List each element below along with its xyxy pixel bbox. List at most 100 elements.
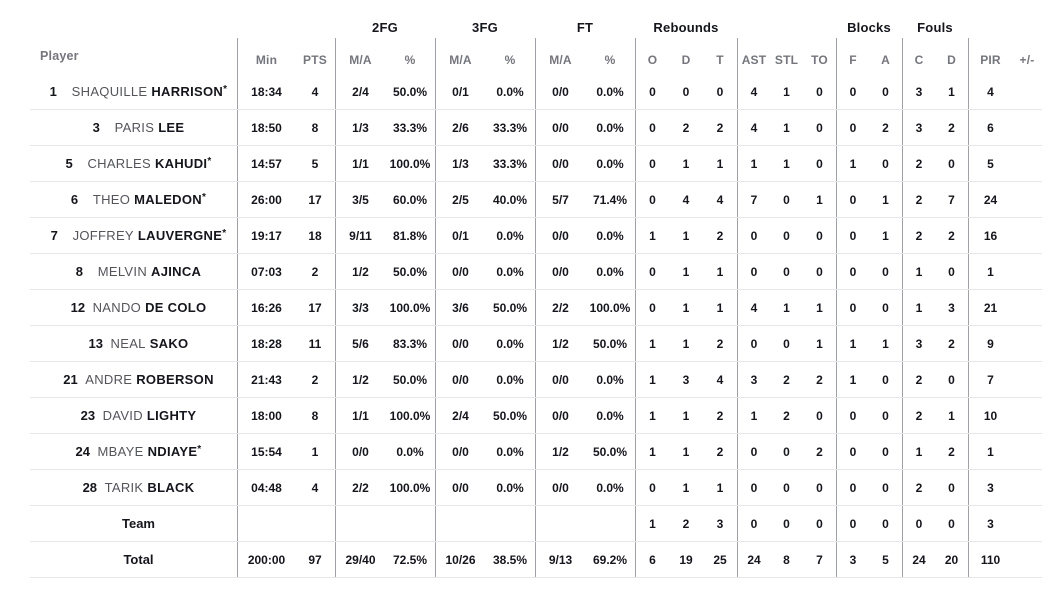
column-header-pir: PIR	[968, 38, 1012, 74]
column-header-plusminus: +/-	[1019, 53, 1035, 67]
player-first-name: NANDO	[92, 300, 142, 315]
cell-stl: 0	[783, 480, 790, 495]
starter-asterisk: *	[197, 444, 202, 455]
cell-2fg-ma: 1/1	[335, 146, 385, 181]
cell-plusminus	[1012, 290, 1042, 325]
cell-pts	[295, 506, 335, 541]
cell-block-a: 0	[882, 156, 889, 171]
cell-plusminus	[1012, 470, 1042, 505]
cell-reb-t: 0	[716, 84, 724, 99]
cell-reb-d: 1	[682, 336, 690, 351]
cell-stl: 2	[783, 372, 790, 387]
cell-foul-d: 2	[948, 120, 955, 135]
cell-ast: 0	[737, 218, 770, 253]
cell-block-a: 0	[882, 516, 889, 531]
column-header-block-a: A	[881, 53, 890, 67]
cell-ast: 0	[737, 470, 770, 505]
column-header-player: Player	[40, 49, 79, 63]
player-number: 7	[50, 228, 58, 243]
cell-reb-t: 2	[716, 444, 724, 459]
cell-ast: 3	[737, 362, 770, 397]
cell-3fg-pct: 50.0%	[492, 300, 528, 315]
player-number: 1	[49, 84, 57, 99]
column-header-to: TO	[811, 53, 828, 67]
cell-stl: 0	[783, 264, 790, 279]
cell-ft-ma: 0/0	[535, 218, 585, 253]
cell-pts: 4	[311, 84, 319, 99]
player-row: 3 PARIS LEE 18:50 8 1/3 33.3% 2/6 33.3% 0…	[30, 110, 1042, 146]
cell-2fg-pct: 100.0%	[389, 480, 431, 495]
cell-reb-o: 6	[635, 542, 669, 577]
player-name: TARIK BLACK	[105, 480, 195, 495]
cell-to: 2	[816, 372, 823, 387]
cell-block-f: 0	[836, 398, 869, 433]
player-first-name: MELVIN	[97, 264, 148, 279]
player-cell: 12 NANDO DE COLO	[30, 290, 237, 325]
player-row: 6 THEO MALEDON* 26:00 17 3/5 60.0% 2/5 40…	[30, 182, 1042, 218]
column-header-3fg-ma: M/A	[435, 38, 485, 74]
cell-reb-o: 1	[635, 218, 669, 253]
cell-ft-ma: 5/7	[535, 182, 585, 217]
cell-ast: 0	[737, 506, 770, 541]
cell-ft-pct: 100.0%	[589, 300, 631, 315]
player-cell: 21 ANDRE ROBERSON	[30, 362, 237, 397]
cell-pts: 11	[308, 336, 322, 351]
cell-block-f: 0	[836, 74, 869, 109]
cell-2fg-pct: 60.0%	[392, 192, 428, 207]
player-cell: 5 CHARLES KAHUDI*	[30, 146, 237, 181]
cell-3fg-ma: 0/0	[435, 434, 485, 469]
player-row: 23 DAVID LIGHTY 18:00 8 1/1 100.0% 2/4 50…	[30, 398, 1042, 434]
cell-to: 0	[816, 480, 823, 495]
cell-to: 0	[816, 264, 823, 279]
cell-foul-c: 3	[902, 74, 935, 109]
cell-ft-ma: 2/2	[535, 290, 585, 325]
cell-stl: 2	[783, 408, 790, 423]
cell-foul-c: 2	[902, 398, 935, 433]
cell-ast: 0	[737, 254, 770, 289]
cell-ft-pct: 0.0%	[596, 264, 624, 279]
cell-reb-o: 1	[635, 326, 669, 361]
cell-min: 14:57	[237, 146, 295, 181]
cell-pir: 1	[968, 434, 1012, 469]
column-header-ast: AST	[737, 38, 770, 74]
cell-foul-c: 1	[902, 290, 935, 325]
cell-foul-d: 3	[948, 300, 955, 315]
cell-block-a: 0	[882, 372, 889, 387]
player-first-name: SHAQUILLE	[71, 84, 148, 99]
cell-plusminus	[1012, 506, 1042, 541]
cell-2fg-ma: 9/11	[335, 218, 385, 253]
player-row: 24 MBAYE NDIAYE* 15:54 1 0/0 0.0% 0/0 0.0…	[30, 434, 1042, 470]
cell-block-a: 0	[882, 408, 889, 423]
cell-reb-d: 1	[682, 228, 690, 243]
group-header-blocks: Blocks	[847, 20, 891, 35]
player-number: 13	[88, 336, 103, 351]
cell-pts: 17	[308, 192, 322, 207]
player-number: 5	[65, 156, 73, 171]
cell-reb-o: 0	[635, 146, 669, 181]
cell-block-f: 1	[836, 326, 869, 361]
cell-3fg-pct: 50.0%	[492, 408, 528, 423]
player-name: JOFFREY LAUVERGNE*	[73, 228, 227, 243]
player-row: 1 SHAQUILLE HARRISON* 18:34 4 2/4 50.0% 0…	[30, 74, 1042, 110]
player-last-name: LIGHTY	[146, 408, 197, 423]
cell-to: 0	[816, 120, 823, 135]
cell-ft-pct	[585, 506, 635, 541]
cell-pts: 2	[311, 372, 319, 387]
cell-2fg-pct: 33.3%	[392, 120, 428, 135]
cell-reb-t: 2	[716, 408, 724, 423]
cell-ft-ma: 1/2	[535, 326, 585, 361]
cell-block-f: 0	[836, 470, 869, 505]
cell-to: 2	[816, 444, 823, 459]
cell-ft-pct: 0.0%	[596, 408, 624, 423]
cell-ft-ma	[535, 506, 585, 541]
player-first-name: TARIK	[104, 480, 144, 495]
cell-reb-d: 1	[682, 156, 690, 171]
player-first-name: MBAYE	[97, 444, 144, 459]
cell-pir: 16	[968, 218, 1012, 253]
player-cell: Total	[30, 542, 237, 577]
cell-3fg-pct: 0.0%	[496, 444, 524, 459]
player-row: 5 CHARLES KAHUDI* 14:57 5 1/1 100.0% 1/3 …	[30, 146, 1042, 182]
cell-min	[237, 506, 295, 541]
player-number: 12	[70, 300, 86, 315]
player-name: NEAL SAKO	[111, 336, 189, 351]
